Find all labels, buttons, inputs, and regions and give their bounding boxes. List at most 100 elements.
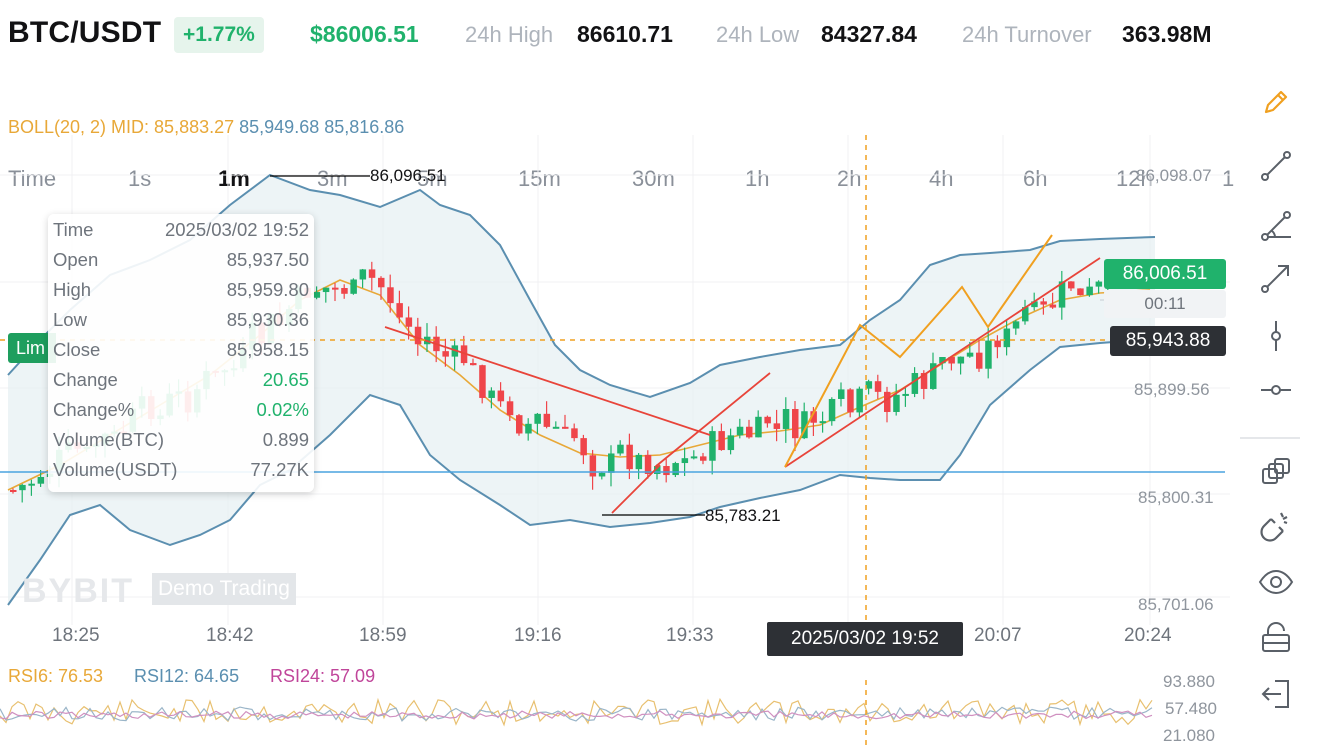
candle-body <box>1068 281 1075 289</box>
candle-body <box>736 426 744 436</box>
tooltip-row: Volume(USDT) 77.27K <box>53 459 309 480</box>
time-axis-label: 19:33 <box>666 625 714 646</box>
tab-1s[interactable]: 1s <box>128 166 152 191</box>
crosshair-time-badge: 2025/03/02 19:52 <box>767 622 963 656</box>
candle-body <box>387 287 394 304</box>
candle-body <box>902 393 909 396</box>
candle-body <box>598 472 606 477</box>
tab-2h[interactable]: 2h <box>837 166 862 191</box>
candle-body <box>562 426 569 429</box>
candle-body <box>608 453 615 473</box>
candle-body <box>819 421 827 424</box>
candle-body <box>378 277 385 288</box>
tab-5m[interactable]: 5m <box>417 166 448 191</box>
angle-line-icon[interactable] <box>1256 206 1296 246</box>
change-percent-badge: +1.77% <box>174 17 264 53</box>
tab-6h[interactable]: 6h <box>1023 166 1048 191</box>
candle-body <box>516 415 523 434</box>
time-axis-label: 19:16 <box>514 625 562 646</box>
crosshair-price-badge: 85,943.88 <box>1110 326 1226 356</box>
candle-body <box>782 409 790 429</box>
candle-body <box>1049 304 1057 308</box>
candle-body <box>663 466 670 476</box>
vertical-line-icon[interactable] <box>1256 316 1296 356</box>
candle-body <box>939 357 946 364</box>
line-segment-icon[interactable] <box>1256 146 1296 186</box>
candle-body <box>479 365 486 398</box>
tooltip-row: Volume(BTC) 0.899 <box>53 429 309 450</box>
boll-legend: BOLL(20, 2) MID: 85,883.27 85,949.68 85,… <box>8 117 404 138</box>
price-axis-label: 86,098.07 <box>1136 166 1212 185</box>
pair-title[interactable]: BTC/USDT <box>8 16 162 49</box>
candle-body <box>847 389 854 413</box>
tab-time[interactable]: Time <box>8 166 57 191</box>
candle-body <box>525 423 532 434</box>
candle-body <box>359 269 367 280</box>
tooltip-row: Change% 0.02% <box>53 399 309 420</box>
candle-body <box>773 423 781 429</box>
exit-icon[interactable] <box>1256 674 1296 714</box>
candle-body <box>874 381 882 392</box>
candle-body <box>690 456 698 459</box>
rsi-chart <box>0 680 1153 750</box>
candle-body <box>1012 321 1020 329</box>
time-axis-label: 18:42 <box>206 625 254 646</box>
candle-body <box>617 444 624 454</box>
tab-more[interactable]: 1 <box>1222 166 1235 191</box>
candle-body <box>1003 328 1011 348</box>
tooltip-row: Change 20.65 <box>53 369 309 390</box>
tab-15m[interactable]: 15m <box>518 166 561 191</box>
tab-30m[interactable]: 30m <box>632 166 675 191</box>
tab-4h[interactable]: 4h <box>929 166 954 191</box>
candle-countdown: 00:11 <box>1104 290 1226 318</box>
bybit-logo-watermark: BYBIT <box>22 572 134 610</box>
horizontal-line-icon[interactable] <box>1256 370 1296 410</box>
time-axis-label: 18:59 <box>359 625 407 646</box>
candle-body <box>626 444 633 470</box>
rsi6-label: RSI6: 76.53 <box>8 666 104 686</box>
candle-body <box>746 426 753 438</box>
candle-body <box>994 340 1001 348</box>
tooltip-row: Open 85,937.50 <box>53 249 309 270</box>
layers-icon[interactable] <box>1256 452 1296 492</box>
candle-body <box>865 381 873 389</box>
candle-body <box>654 466 661 474</box>
stat-label-24h-high: 24h High <box>465 22 554 47</box>
candle-body <box>442 351 449 357</box>
tab-3m[interactable]: 3m <box>317 166 348 191</box>
candle-body <box>810 411 817 423</box>
candle-body <box>405 317 413 327</box>
candle-body <box>534 413 541 424</box>
magnet-icon[interactable] <box>1256 506 1296 546</box>
candle-body <box>700 456 707 461</box>
candle-body <box>985 340 992 369</box>
price-axis-label: 85,701.06 <box>1138 595 1214 614</box>
time-axis-label: 20:07 <box>974 625 1022 646</box>
rsi-axis-label: 57.480 <box>1165 699 1217 718</box>
candle-body <box>1022 307 1029 322</box>
candle-body <box>506 401 514 416</box>
tab-1m[interactable]: 1m <box>218 166 250 191</box>
boll-lower-value: 85,816.86 <box>324 117 405 137</box>
pencil-icon[interactable] <box>1256 82 1296 122</box>
boll-lower-line <box>7 338 1156 606</box>
candle-body <box>497 390 505 402</box>
candle-body <box>681 458 689 464</box>
arrow-line-icon[interactable] <box>1256 258 1296 298</box>
tab-1h[interactable]: 1h <box>745 166 770 191</box>
candle-body <box>1058 281 1066 308</box>
candle-body <box>368 269 376 278</box>
candle-body <box>1031 301 1038 308</box>
candle-body <box>1040 301 1047 305</box>
candle-body <box>37 476 45 484</box>
candle-body <box>488 390 495 398</box>
candle-body <box>470 363 477 366</box>
tooltip-row: Time 2025/03/02 19:52 <box>53 219 309 240</box>
candle-body <box>1086 286 1093 296</box>
rsi-axis-label: 93.880 <box>1163 672 1215 691</box>
eye-icon[interactable] <box>1256 562 1296 602</box>
tab-12h[interactable]: 12h <box>1116 166 1153 191</box>
price-axis-label: 85,800.31 <box>1138 488 1214 507</box>
lock-icon[interactable] <box>1256 618 1296 658</box>
candle-body <box>828 398 836 422</box>
